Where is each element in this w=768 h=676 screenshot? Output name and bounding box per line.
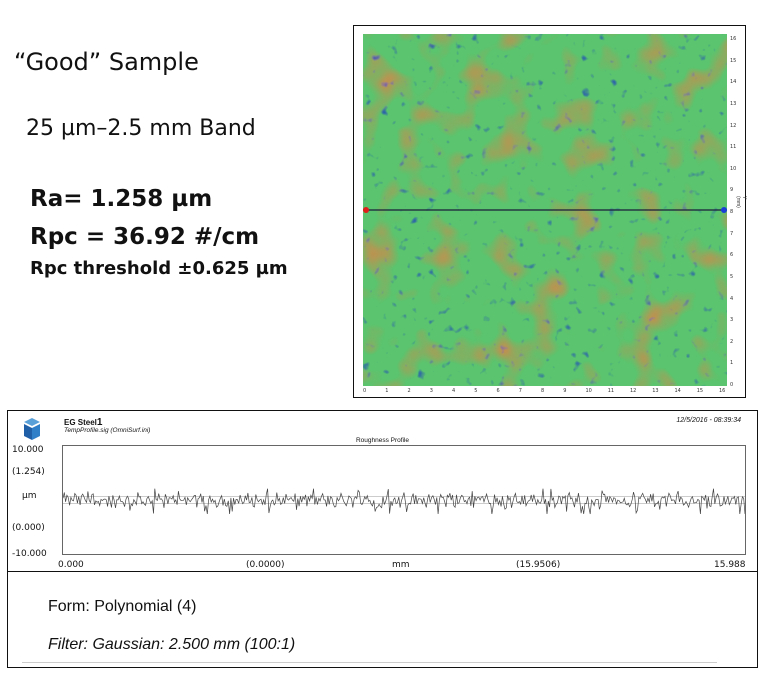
x-tick-label: 1 (385, 388, 389, 394)
analysis-settings: Form: Polynomial (4) Filter: Gaussian: 2… (7, 572, 758, 668)
surface-height-map: 0 1 2 3 4 5 6 7 8 9 10 11 12 13 14 15 16 0 1 2 3 4 5 6 7 8 9 10 11 1… (353, 25, 747, 398)
x-tick-label: 9 (563, 388, 567, 394)
y-label-ra: (1.254) (12, 467, 45, 477)
x-axis-ticks: 0 1 2 3 4 5 6 7 8 9 10 11 12 13 14 15 16 (363, 386, 727, 398)
y-tick-label: 3 (730, 317, 734, 324)
profile-end-marker[interactable] (721, 207, 727, 213)
plot-title: Roughness Profile (355, 437, 410, 444)
x-tick-label: 11 (607, 388, 615, 394)
roughness-profile-series (62, 488, 746, 515)
y-tick-label: 2 (730, 338, 734, 345)
x-tick-label: 5 (474, 388, 478, 394)
y-label-min: -10.000 (12, 549, 47, 559)
x-tick-label: 14 (674, 388, 681, 394)
x-tick-label: 16 (719, 388, 726, 394)
roughness-profile-panel: EG Steel1 TempProfile.sig (OmniSurf.ini)… (7, 410, 758, 572)
profile-plot (62, 445, 746, 555)
profile-name: EG Steel1 (64, 417, 103, 428)
x-tick-label: 8 (541, 388, 545, 394)
y-tick-label: 10 (730, 165, 737, 172)
y-label-unit: µm (22, 491, 37, 501)
x-tick-label: 3 (429, 388, 433, 394)
x-tick-label: 0 (363, 388, 367, 394)
x-label-cursor-right: (15.9506) (516, 560, 561, 570)
ra-value: Ra= 1.258 µm (30, 186, 213, 212)
band-label: 25 µm–2.5 mm Band (26, 116, 256, 141)
y-tick-label: 12 (730, 122, 737, 129)
x-tick-label: 7 (518, 388, 522, 394)
divider (22, 662, 717, 663)
y-axis-unit: Y (mm) (734, 196, 747, 208)
x-label-unit: mm (392, 560, 410, 570)
y-tick-label: 14 (730, 79, 737, 86)
company-logo-icon (24, 418, 40, 440)
x-label-start: 0.000 (58, 560, 84, 570)
x-tick-label: 4 (452, 388, 456, 394)
x-tick-label: 15 (696, 388, 704, 394)
y-tick-label: 0 (730, 382, 734, 388)
x-tick-label: 2 (407, 388, 411, 394)
y-tick-label: 11 (730, 144, 737, 151)
x-label-end: 15.988 (714, 560, 746, 570)
y-tick-label: 15 (730, 57, 737, 64)
profile-start-marker[interactable] (363, 207, 369, 213)
height-map-image (363, 34, 727, 386)
profile-file: TempProfile.sig (OmniSurf.ini) (64, 427, 151, 434)
x-tick-label: 10 (585, 388, 592, 394)
sample-title: “Good” Sample (14, 48, 199, 76)
height-map-svg (363, 34, 727, 386)
y-label-zero: (0.000) (12, 523, 45, 533)
profile-datetime: 12/5/2016 - 08:39:34 (676, 417, 741, 424)
y-tick-label: 16 (730, 36, 737, 42)
y-tick-label: 7 (730, 230, 734, 237)
y-tick-label: 1 (730, 360, 734, 367)
y-tick-label: 6 (730, 252, 734, 259)
form-setting: Form: Polynomial (4) (48, 598, 197, 615)
filter-setting: Filter: Gaussian: 2.500 mm (100:1) (48, 636, 296, 653)
y-tick-label: 8 (730, 209, 734, 215)
y-tick-label: 4 (730, 295, 734, 302)
y-label-max: 10.000 (12, 445, 44, 455)
y-tick-label: 13 (730, 100, 737, 107)
x-tick-label: 12 (630, 388, 637, 394)
rpc-value: Rpc = 36.92 #/cm (30, 224, 260, 250)
y-tick-label: 5 (730, 273, 734, 280)
x-label-cursor-left: (0.0000) (246, 560, 285, 570)
y-axis-ticks: 0 1 2 3 4 5 6 7 8 9 10 11 12 13 14 15 16 (727, 34, 745, 388)
y-tick-label: 9 (730, 187, 734, 194)
x-tick-label: 6 (496, 388, 500, 394)
x-tick-label: 13 (652, 388, 659, 394)
profile-svg (62, 488, 746, 515)
rpc-threshold: Rpc threshold ±0.625 µm (30, 258, 288, 279)
